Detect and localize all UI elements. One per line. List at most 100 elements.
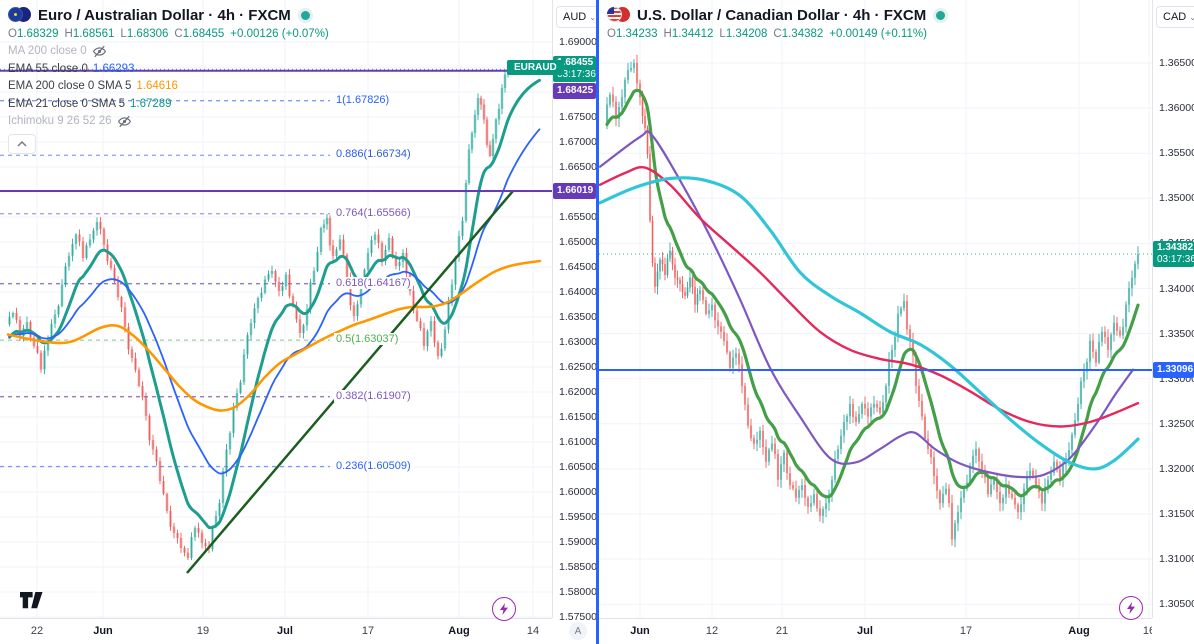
fib-level-label: 0.382(1.61907) xyxy=(334,389,413,402)
ma-line[interactable] xyxy=(8,128,541,475)
price-tick-label: 1.62000 xyxy=(559,386,596,398)
fib-level-label: 0.618(1.64167) xyxy=(334,276,413,289)
time-tick-label: Jul xyxy=(277,625,293,637)
eye-hidden-icon[interactable] xyxy=(92,45,107,58)
legend-collapse-button[interactable] xyxy=(8,133,36,154)
chart-panel-euraud[interactable]: Euro / Australian Dollar · 4h · FXCM O1.… xyxy=(0,0,596,644)
candlesticks xyxy=(606,54,1140,548)
ohlc-key: H xyxy=(663,28,672,40)
currency-label: CAD xyxy=(1163,11,1187,23)
indicator-label: EMA 55 close 0 xyxy=(8,62,88,75)
ohlc-value: 1.68306 xyxy=(126,28,169,40)
symbol-title[interactable]: Euro / Australian Dollar · 4h · FXCM xyxy=(38,6,291,24)
price-tick-label: 1.63000 xyxy=(559,336,596,348)
chevron-up-icon xyxy=(17,140,27,147)
symbol-title[interactable]: U.S. Dollar / Canadian Dollar · 4h · FXC… xyxy=(637,6,927,24)
indicator-label: EMA 200 close 0 SMA 5 xyxy=(8,80,132,92)
indicator-row[interactable]: EMA 55 close 0 1.66293 xyxy=(8,62,335,75)
ohlc-key: O xyxy=(8,28,17,40)
currency-label: AUD xyxy=(563,11,587,23)
price-chart-canvas[interactable] xyxy=(599,0,1194,644)
price-scale-separator[interactable] xyxy=(552,0,553,618)
ohlc-key: O xyxy=(607,28,616,40)
indicator-row[interactable]: MA 200 close 0 xyxy=(8,45,335,58)
time-tick-label: Aug xyxy=(1068,625,1090,637)
price-tick-label: 1.32000 xyxy=(1159,462,1194,475)
time-axis[interactable]: Jun 12 21 Jul 17 Aug 16 xyxy=(599,618,1152,644)
eye-hidden-icon[interactable] xyxy=(117,115,132,128)
currency-toggle-button[interactable]: CAD ⌄ xyxy=(1156,6,1194,28)
currency-toggle-button[interactable]: AUD ⌄ xyxy=(556,6,596,28)
ohlc-value: 1.68455 xyxy=(182,28,225,40)
quick-trade-bolt-icon[interactable] xyxy=(492,597,516,621)
chart-panel-usdcad[interactable]: U.S. Dollar / Canadian Dollar · 4h · FXC… xyxy=(599,0,1194,644)
ohlc-value: 1.68329 xyxy=(16,28,59,40)
tradingview-logo[interactable] xyxy=(20,592,56,617)
price-badge: 1.33096 xyxy=(1153,362,1194,379)
ohlc-value: 1.34208 xyxy=(725,28,768,40)
time-tick-label: 21 xyxy=(775,625,789,637)
price-tick-label: 1.31500 xyxy=(1159,508,1194,520)
ohlc-row: O1.34233 H1.34412 L1.34208 C1.34382 +0.00149… xyxy=(607,28,945,40)
indicator-row[interactable]: EMA 21 close 0 SMA 5 1.67289 xyxy=(8,97,335,110)
ma-line[interactable] xyxy=(599,176,1140,471)
fib-level-label: 0.236(1.60509) xyxy=(334,459,413,472)
price-chart-canvas[interactable] xyxy=(0,0,596,644)
chevron-down-icon: ⌄ xyxy=(589,12,596,22)
indicator-row[interactable]: EMA 200 close 0 SMA 5 1.64616 xyxy=(8,80,335,93)
ohlc-value: 1.34412 xyxy=(671,28,714,40)
price-tick-label: 1.33500 xyxy=(1159,327,1194,340)
ohlc-key: L xyxy=(120,28,127,40)
time-tick-label: 22 xyxy=(30,625,44,637)
price-tick-label: 1.32500 xyxy=(1159,417,1194,430)
grid xyxy=(599,0,1152,618)
auto-scale-button[interactable]: A xyxy=(569,622,587,640)
price-tick-label: 1.61000 xyxy=(559,436,596,448)
ma-line[interactable] xyxy=(8,78,541,530)
price-tick-label: 1.58000 xyxy=(559,586,596,598)
time-axis[interactable]: 22 Jun 19 Jul 17 Aug 14 xyxy=(0,618,552,644)
market-status-dot[interactable] xyxy=(936,10,946,20)
symbol-pair-icon-usdcad xyxy=(607,6,631,24)
ohlc-key: L xyxy=(719,28,726,40)
price-tick-label: 1.62500 xyxy=(559,361,596,373)
price-tick-label: 1.60500 xyxy=(559,461,596,473)
price-tick-label: 1.59500 xyxy=(559,511,596,523)
panel-divider[interactable] xyxy=(596,0,599,644)
price-tick-label: 1.67500 xyxy=(559,111,596,123)
price-tick-label: 1.66500 xyxy=(559,161,596,173)
chevron-down-icon: ⌄ xyxy=(1189,12,1194,22)
symbol-price-tag[interactable]: EURAUD xyxy=(507,60,564,76)
time-tick-label: 19 xyxy=(196,625,210,637)
indicator-value: 1.64616 xyxy=(136,80,178,92)
price-tick-label: 1.36000 xyxy=(1159,102,1194,115)
price-scale-separator[interactable] xyxy=(1152,0,1153,618)
price-tick-label: 1.58500 xyxy=(559,561,596,573)
price-tick-label: 1.64000 xyxy=(559,286,596,298)
trend-line[interactable] xyxy=(186,190,514,574)
ohlc-value: 1.34233 xyxy=(615,28,658,40)
ma-line[interactable] xyxy=(6,259,542,412)
price-tick-label: 1.65500 xyxy=(559,211,596,223)
price-tick-label: 1.65000 xyxy=(559,236,596,248)
time-tick-label: Jul xyxy=(857,625,873,637)
indicator-value: 1.67289 xyxy=(129,97,172,110)
ma-line[interactable] xyxy=(599,130,1135,479)
price-tick-label: 1.34000 xyxy=(1159,282,1194,295)
price-tick-label: 1.60000 xyxy=(559,486,596,498)
fib-level-label: 1(1.67826) xyxy=(334,93,392,106)
price-tick-label: 1.57500 xyxy=(559,611,596,623)
price-tick-label: 1.63500 xyxy=(559,311,596,323)
time-tick-label: Aug xyxy=(448,625,470,637)
price-badge: 1.66019 xyxy=(553,183,596,200)
quick-trade-bolt-icon[interactable] xyxy=(1119,596,1143,620)
market-status-dot[interactable] xyxy=(300,10,310,20)
ohlc-value: 1.68561 xyxy=(72,28,115,40)
ohlc-row: O1.68329 H1.68561 L1.68306 C1.68455 +0.00126… xyxy=(8,28,335,40)
ma-line[interactable] xyxy=(599,165,1140,428)
indicator-row[interactable]: Ichimoku 9 26 52 26 xyxy=(8,115,335,128)
ma-line[interactable] xyxy=(605,88,1140,499)
time-tick-label: 12 xyxy=(705,625,719,637)
time-tick-label: 14 xyxy=(526,625,540,637)
